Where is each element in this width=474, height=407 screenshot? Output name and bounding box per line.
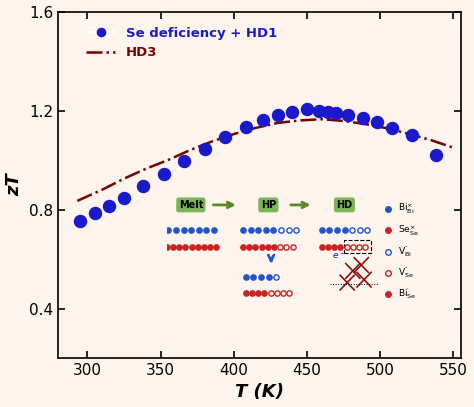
Point: [201, 146, 209, 152]
Point: [180, 158, 188, 164]
Point: [221, 133, 229, 140]
Point: [332, 110, 340, 116]
Point: [359, 115, 366, 121]
Point: [160, 171, 167, 177]
Point: [303, 106, 311, 113]
Point: [139, 183, 147, 189]
Point: [120, 195, 128, 201]
Point: [259, 117, 267, 124]
Point: [409, 132, 416, 138]
Point: [388, 125, 396, 131]
Point: [344, 112, 352, 119]
Point: [76, 217, 84, 224]
Point: [432, 152, 439, 158]
Y-axis label: zT: zT: [6, 173, 24, 196]
Point: [289, 109, 296, 115]
Point: [324, 109, 331, 115]
Point: [91, 210, 99, 217]
Point: [274, 112, 282, 119]
Point: [315, 107, 322, 114]
Legend: Se deficiency + HD1, HD3: Se deficiency + HD1, HD3: [81, 22, 283, 65]
Point: [242, 123, 249, 130]
Point: [374, 118, 381, 125]
X-axis label: T (K): T (K): [235, 383, 284, 401]
Point: [106, 203, 113, 209]
